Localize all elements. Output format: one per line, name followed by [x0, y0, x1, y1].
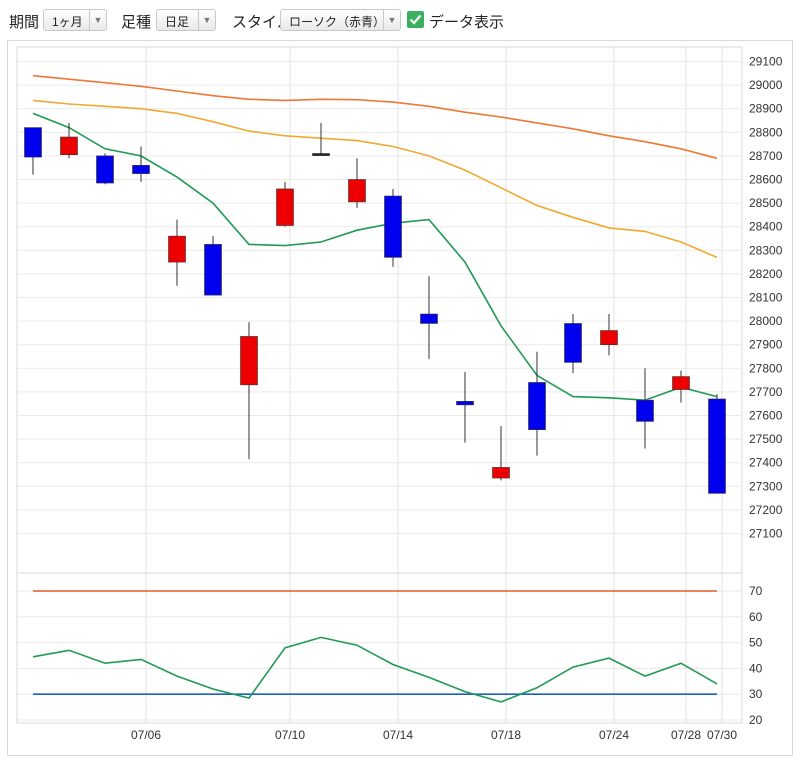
y-tick-label: 28000 — [749, 314, 783, 328]
x-tick-label: 07/10 — [275, 728, 305, 742]
y-tick-label: 27400 — [749, 456, 783, 470]
candle-body — [96, 155, 114, 184]
y-tick-label: 27500 — [749, 432, 783, 446]
checkmark-icon — [409, 14, 422, 25]
y-tick-label: 28400 — [749, 220, 783, 234]
rsi-tick-label: 40 — [749, 661, 763, 675]
y-tick-label: 28300 — [749, 243, 783, 257]
candle-body — [204, 244, 222, 296]
x-tick-label: 07/06 — [131, 728, 161, 742]
y-tick-label: 27100 — [749, 527, 783, 541]
rsi-tick-label: 30 — [749, 687, 763, 701]
candle-body — [456, 401, 474, 406]
rsi-line — [32, 636, 718, 703]
y-tick-label: 28700 — [749, 149, 783, 163]
style-value: ローソク（赤青） — [289, 15, 386, 29]
x-tick-label: 07/24 — [599, 728, 629, 742]
y-tick-label: 27600 — [749, 409, 783, 423]
rsi-tick-label: 70 — [749, 584, 763, 598]
data-display-label: データ表示 — [429, 14, 505, 31]
y-tick-label: 29100 — [749, 55, 783, 69]
candle-body — [132, 165, 150, 174]
data-display-checkbox[interactable] — [407, 11, 424, 28]
candle-body — [708, 398, 726, 494]
candle-body — [600, 330, 618, 346]
x-tick-label: 07/18 — [491, 728, 521, 742]
toolbar: 期間 1ヶ月 ▼ 足種 日足 ▼ スタイル ローソク（赤青） ▼ データ表示 — [0, 0, 800, 40]
rsi-tick-label: 60 — [749, 610, 763, 624]
style-select[interactable]: ローソク（赤青） ▼ — [280, 9, 401, 31]
y-tick-label: 27800 — [749, 361, 783, 375]
y-tick-label: 27300 — [749, 479, 783, 493]
style-label: スタイル — [232, 14, 293, 31]
x-tick-label: 07/14 — [383, 728, 413, 742]
y-tick-label: 29000 — [749, 78, 783, 92]
candle-body — [672, 376, 690, 390]
period-value: 1ヶ月 — [52, 15, 83, 29]
candle-body — [636, 399, 654, 422]
candle-body — [564, 323, 582, 363]
candle-body — [60, 136, 78, 156]
x-tick-label: 07/28 — [671, 728, 701, 742]
candle-type-value: 日足 — [165, 15, 190, 29]
y-tick-label: 28900 — [749, 102, 783, 116]
y-tick-label: 27200 — [749, 503, 783, 517]
y-tick-label: 27900 — [749, 338, 783, 352]
moving-average-line-1 — [32, 112, 718, 402]
candle-body — [168, 235, 186, 263]
moving-average-line-3 — [32, 74, 718, 160]
candle-body — [24, 127, 42, 158]
candle-body — [492, 467, 510, 479]
y-tick-label: 28500 — [749, 196, 783, 210]
candle-type-label: 足種 — [121, 14, 152, 31]
moving-average-line-2 — [32, 99, 718, 259]
chart-frame — [7, 40, 793, 756]
chevron-down-icon: ▼ — [383, 10, 400, 30]
period-select[interactable]: 1ヶ月 ▼ — [43, 9, 107, 31]
rsi-tick-label: 50 — [749, 636, 763, 650]
candle-body — [276, 188, 294, 226]
candle-body — [348, 179, 366, 203]
chevron-down-icon: ▼ — [89, 10, 106, 30]
candle-type-select[interactable]: 日足 ▼ — [156, 9, 216, 31]
y-tick-label: 27700 — [749, 385, 783, 399]
candle-body — [240, 336, 258, 386]
candle-body — [420, 313, 438, 324]
y-tick-label: 28600 — [749, 173, 783, 187]
candle-body — [384, 195, 402, 258]
candle-body — [528, 382, 546, 430]
rsi-tick-label: 20 — [749, 713, 763, 727]
y-tick-label: 28800 — [749, 125, 783, 139]
plot-area — [16, 46, 743, 724]
y-tick-label: 28100 — [749, 291, 783, 305]
candle-body — [312, 153, 330, 156]
x-tick-label: 07/30 — [707, 728, 737, 742]
period-label: 期間 — [9, 14, 40, 31]
y-tick-label: 28200 — [749, 267, 783, 281]
chevron-down-icon: ▼ — [198, 10, 215, 30]
